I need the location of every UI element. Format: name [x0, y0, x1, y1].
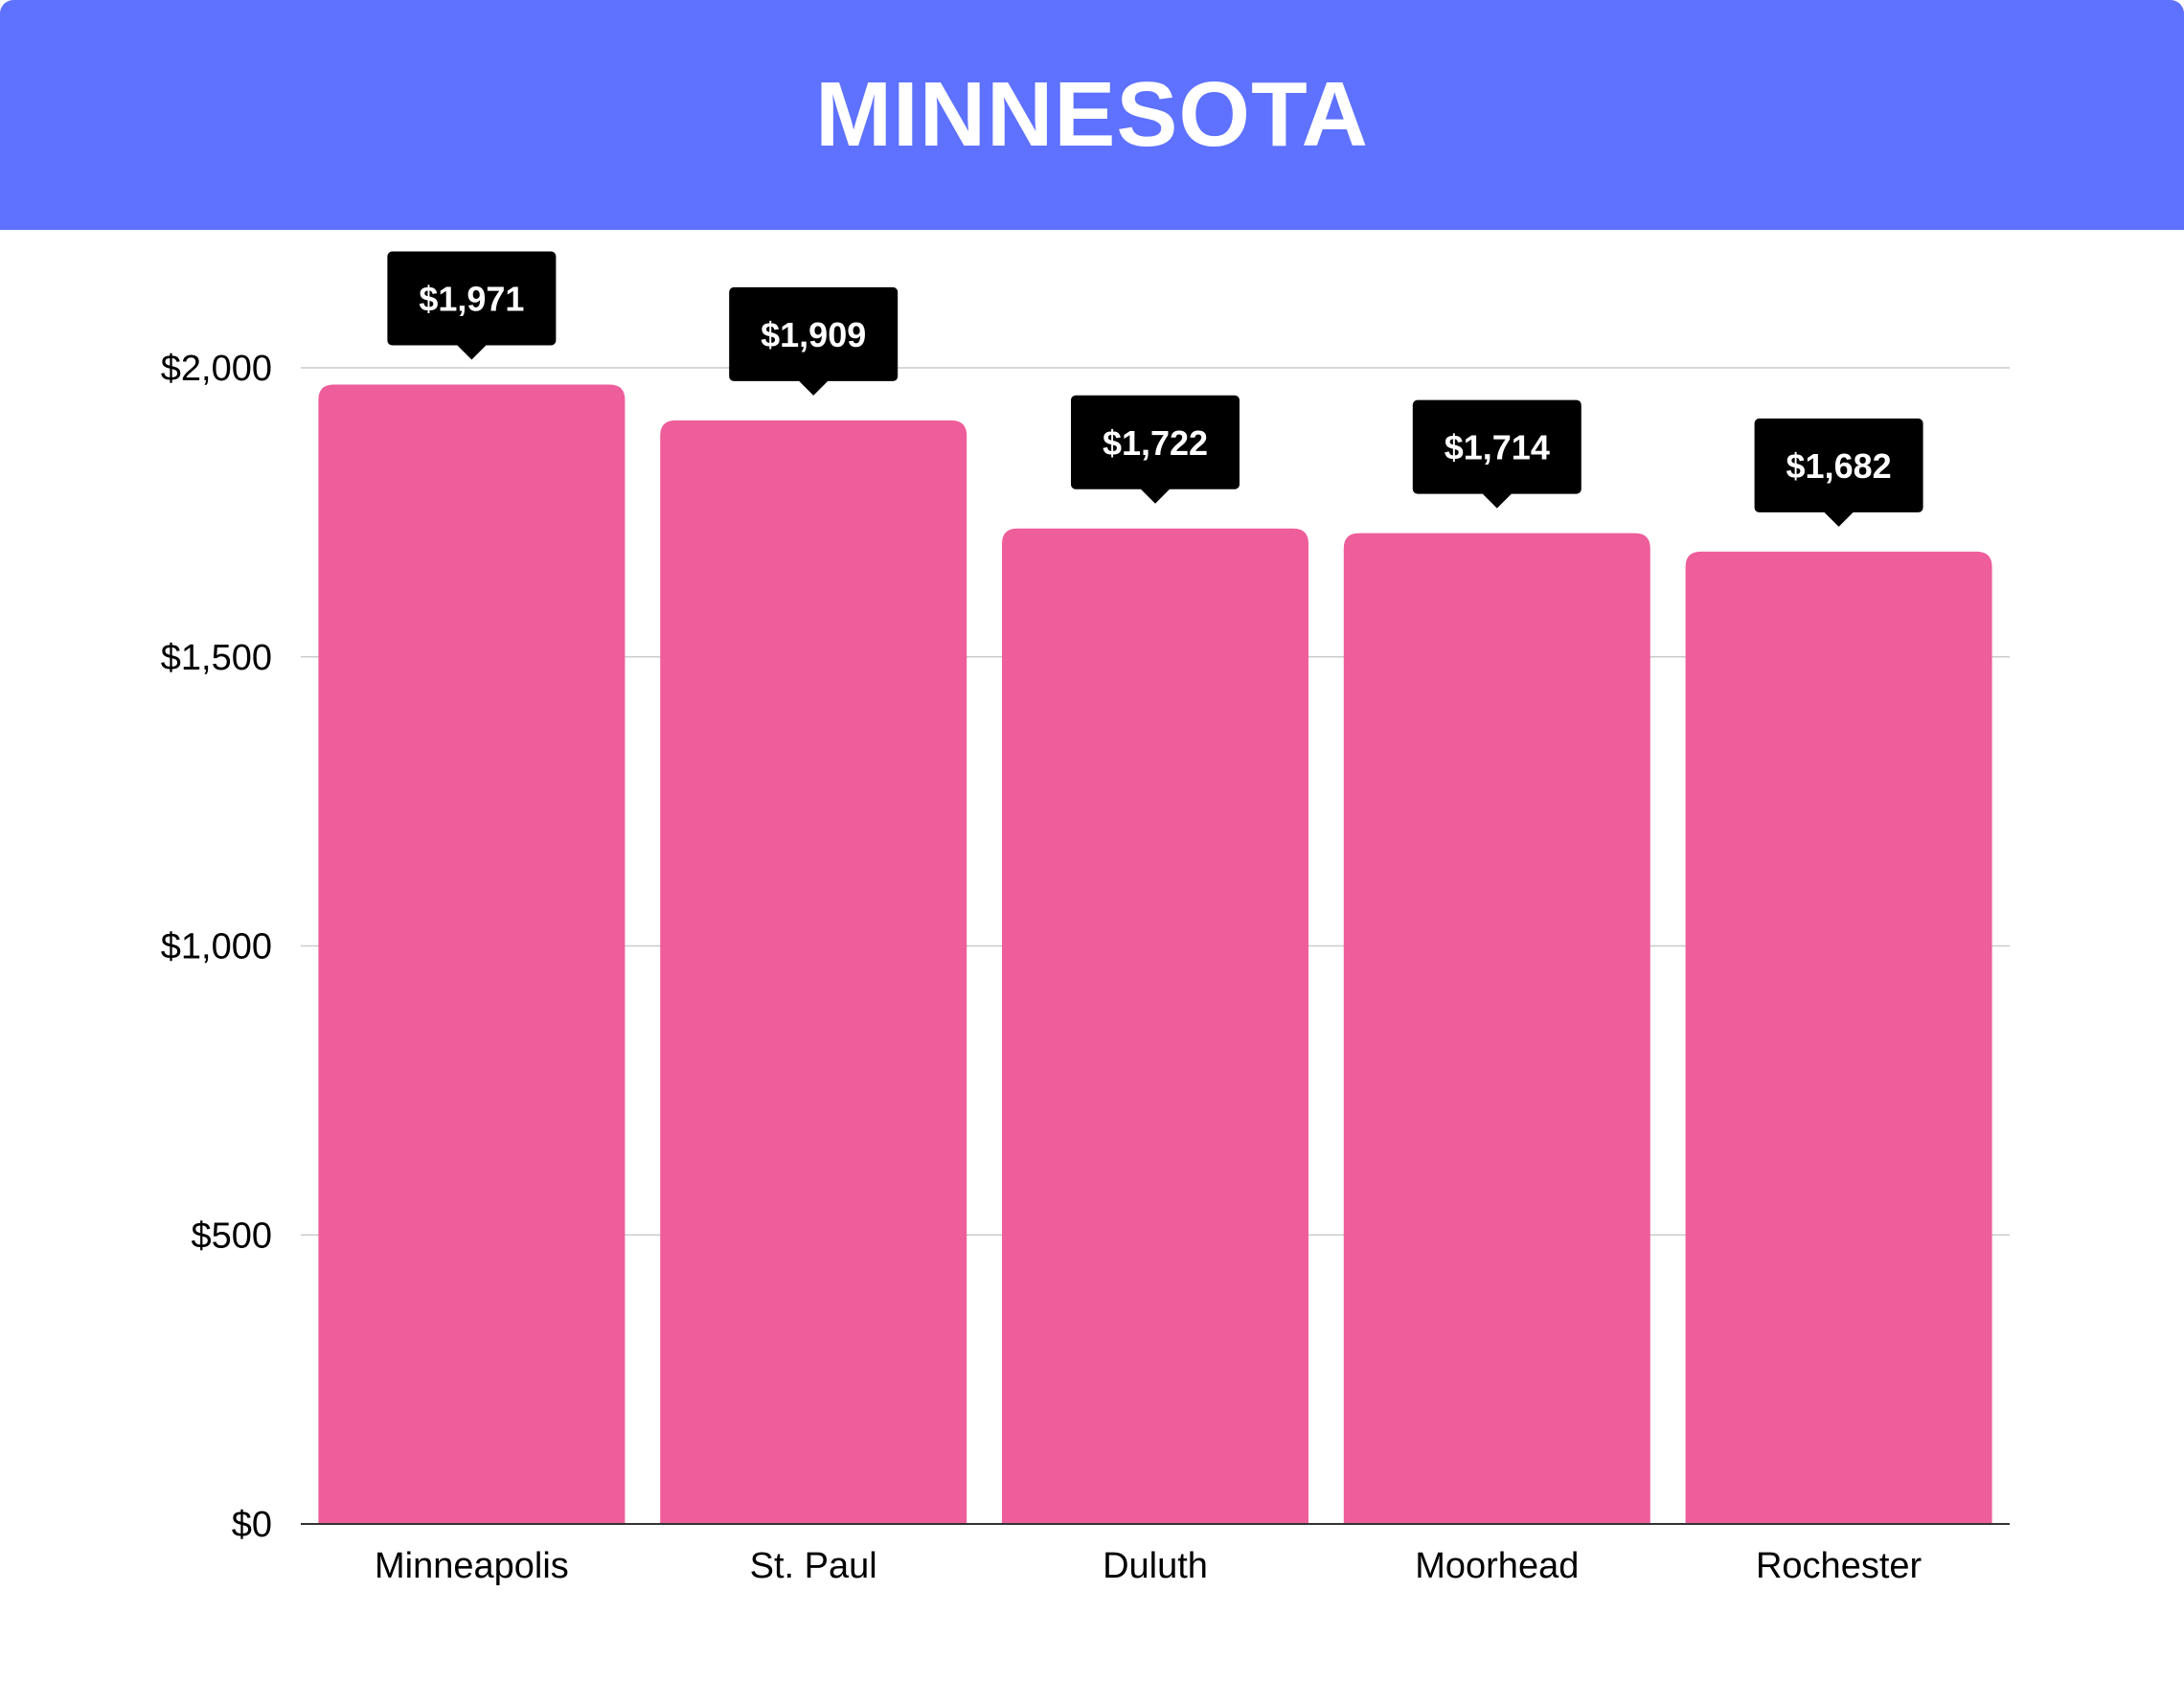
value-label-pointer: [798, 379, 830, 396]
value-label: $1,714: [1412, 399, 1581, 509]
bar-minneapolis: [318, 384, 626, 1525]
value-label-pointer: [456, 344, 488, 360]
value-label: $1,682: [1754, 418, 1923, 527]
value-label-text: $1,909: [761, 315, 866, 354]
value-label: $1,909: [729, 286, 899, 396]
chart-header: MINNESOTA: [0, 0, 2184, 230]
y-tick-label: $1,000: [161, 927, 272, 967]
x-axis-tick-labels: Minneapolis St. Paul Duluth Moorhead Rochest…: [375, 1546, 1922, 1586]
value-label-box: [1754, 418, 1923, 512]
bar-duluth: [1002, 528, 1308, 1525]
y-tick-label: $500: [191, 1216, 272, 1256]
bar-rochester: [1685, 551, 1992, 1524]
bar-moorhead: [1343, 533, 1650, 1524]
value-label-box: [387, 251, 557, 346]
bar-chart: $0 $500 $1,000 $1,500 $2,000 Minneapolis St. …: [161, 251, 2010, 1586]
x-tick-label: St. Paul: [750, 1546, 877, 1586]
value-label-pointer: [1140, 488, 1171, 504]
y-tick-label: $0: [232, 1505, 272, 1545]
x-tick-label: Minneapolis: [375, 1546, 569, 1586]
x-tick-label: Rochester: [1756, 1546, 1922, 1586]
value-label: $1,971: [387, 251, 557, 360]
value-label-text: $1,682: [1786, 446, 1892, 486]
value-label-box: [1412, 399, 1581, 494]
value-label-box: [1071, 395, 1240, 489]
bars: [318, 384, 1992, 1525]
value-label-text: $1,722: [1103, 423, 1208, 463]
chart-title: MINNESOTA: [815, 63, 1369, 166]
y-tick-label: $1,500: [161, 638, 272, 678]
value-label: $1,722: [1071, 395, 1240, 504]
value-labels: $1,971 $1,909 $1,722 $1,714 $1,682: [387, 251, 1923, 527]
value-label-text: $1,714: [1445, 428, 1550, 467]
y-axis-tick-labels: $0 $500 $1,000 $1,500 $2,000: [161, 349, 272, 1545]
x-tick-label: Duluth: [1103, 1546, 1208, 1586]
x-tick-label: Moorhead: [1415, 1546, 1579, 1586]
y-tick-label: $2,000: [161, 349, 272, 389]
value-label-pointer: [1481, 492, 1513, 509]
value-label-text: $1,971: [419, 280, 524, 319]
bar-st-paul: [660, 420, 967, 1525]
value-label-box: [729, 286, 899, 381]
value-label-pointer: [1823, 511, 1854, 527]
